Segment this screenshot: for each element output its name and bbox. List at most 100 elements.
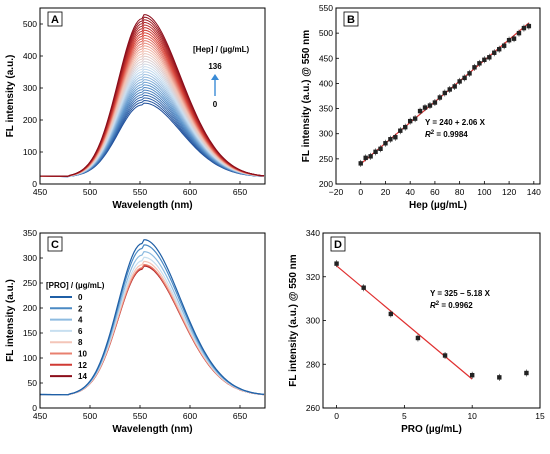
data-point (415, 335, 421, 341)
data-point (472, 65, 477, 70)
y-tick-label: 340 (306, 228, 320, 238)
y-tick-label: 400 (319, 78, 333, 88)
y-tick-label: 0 (32, 179, 37, 189)
spectrum-curve-4 (40, 250, 265, 396)
x-tick-label: 60 (430, 187, 440, 197)
panel-label: B (347, 14, 355, 26)
data-point (378, 146, 383, 151)
spectrum-curve (40, 14, 265, 177)
data-point (452, 84, 457, 89)
data-point (442, 353, 448, 358)
y-tick-label: 300 (23, 253, 37, 263)
x-tick-label: 500 (83, 411, 97, 421)
data-point (383, 141, 388, 146)
data-point (447, 87, 452, 92)
y-tick-label: 260 (306, 403, 320, 413)
y-tick-label: 500 (319, 28, 333, 38)
x-axis-label: Wavelength (nm) (112, 200, 192, 211)
data-point (482, 57, 487, 62)
arrow-head (211, 74, 219, 80)
fit-r2: R2 = 0.9962 (430, 301, 473, 310)
spectrum-curve (40, 40, 265, 177)
annotation-bottom: 0 (213, 100, 218, 109)
y-tick-label: 280 (306, 359, 320, 369)
legend-label-8: 8 (78, 338, 83, 347)
spectrum-curve (40, 60, 265, 177)
panel-c: 450 500 550 600 650050100150200250300350Wave… (5, 228, 266, 435)
legend-title: [PRO] / (µg/mL) (46, 281, 105, 290)
data-point (334, 261, 339, 266)
x-tick-label: 500 (83, 187, 97, 197)
legend-label-10: 10 (78, 350, 87, 359)
data-point (497, 47, 502, 52)
data-point (373, 149, 378, 155)
data-point (437, 95, 443, 100)
y-tick-label: 250 (319, 154, 333, 164)
x-tick-label: −20 (329, 187, 344, 197)
data-point (358, 161, 363, 166)
spectrum-curve (40, 81, 265, 177)
x-tick-label: 450 (33, 187, 47, 197)
data-point (462, 75, 467, 81)
panel-label: C (51, 239, 59, 251)
x-tick-label: 20 (381, 187, 391, 197)
fit-r2: R2 = 0.9984 (425, 130, 468, 139)
y-tick-label: 550 (319, 3, 333, 13)
data-point (524, 370, 529, 376)
data-point (521, 25, 527, 31)
data-point (467, 71, 472, 76)
data-point (442, 90, 447, 96)
y-tick-label: 100 (23, 147, 37, 157)
spectrum-curve (40, 45, 265, 177)
y-tick-label: 100 (23, 353, 37, 363)
legend-label-0: 0 (78, 293, 83, 302)
data-point (422, 105, 428, 110)
data-point (469, 372, 475, 378)
spectrum-curve (40, 68, 265, 177)
data-point (501, 43, 507, 48)
data-point (403, 124, 408, 130)
x-tick-label: 140 (527, 187, 541, 197)
spectrum-curve (40, 42, 265, 177)
data-point (492, 50, 497, 55)
x-tick-label: 80 (455, 187, 465, 197)
plot-frame (39, 232, 266, 409)
data-point (487, 55, 492, 60)
data-point (477, 61, 482, 66)
y-tick-label: 400 (23, 51, 37, 61)
y-axis-label: FL intensity (a.u.) (5, 279, 16, 362)
y-tick-label: 320 (306, 272, 320, 282)
legend-label-4: 4 (78, 316, 83, 325)
data-point (412, 116, 418, 121)
data-point (417, 108, 423, 114)
x-tick-label: 450 (33, 411, 47, 421)
spectrum-curve-6 (40, 256, 265, 396)
data-point (407, 118, 413, 124)
x-axis-label: Hep (µg/mL) (409, 200, 467, 211)
annotation-top: 136 (208, 62, 222, 71)
x-tick-label: 600 (183, 187, 197, 197)
fit-equation: Y = 325 − 5.18 X (430, 289, 491, 298)
y-tick-label: 200 (319, 179, 333, 189)
spectrum-curve (40, 63, 265, 177)
annotation-title: [Hep] / (µg/mL) (193, 45, 249, 54)
y-tick-label: 0 (32, 403, 37, 413)
y-axis-label: FL intensity (a.u.) (5, 55, 16, 138)
x-tick-label: 600 (183, 411, 197, 421)
y-axis-label: FL intensity (a.u.) @ 550 nm (288, 254, 299, 386)
spectrum-curve-0 (40, 239, 265, 396)
x-axis-label: Wavelength (nm) (112, 424, 192, 435)
spectrum-curve (40, 86, 265, 177)
y-axis-label: FL intensity (a.u.) @ 550 nm (301, 30, 312, 162)
y-tick-label: 300 (306, 316, 320, 326)
y-tick-label: 300 (319, 129, 333, 139)
data-point (511, 36, 517, 41)
plot-frame (39, 7, 266, 185)
x-tick-label: 40 (405, 187, 415, 197)
data-point (497, 375, 502, 380)
y-tick-label: 450 (319, 53, 333, 63)
plot-frame (335, 7, 541, 185)
spectra-group (40, 14, 265, 178)
y-tick-label: 250 (23, 278, 37, 288)
